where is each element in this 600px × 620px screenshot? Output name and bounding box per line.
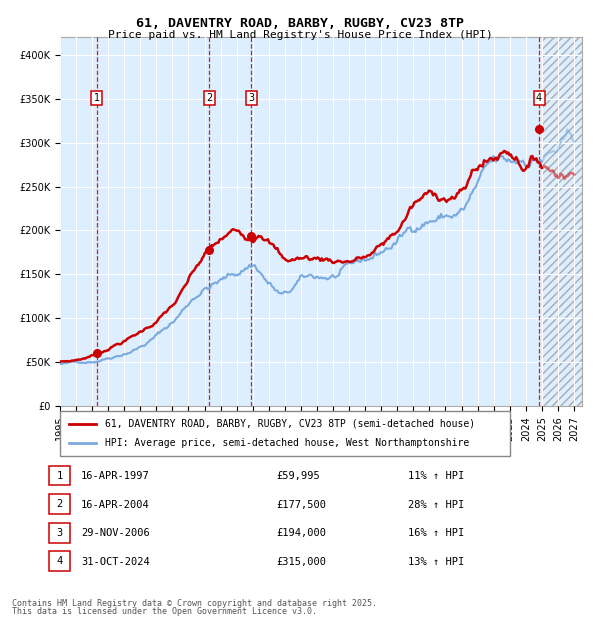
Text: 61, DAVENTRY ROAD, BARBY, RUGBY, CV23 8TP (semi-detached house): 61, DAVENTRY ROAD, BARBY, RUGBY, CV23 8T… [105,418,475,428]
Text: Contains HM Land Registry data © Crown copyright and database right 2025.: Contains HM Land Registry data © Crown c… [12,599,377,608]
Text: HPI: Average price, semi-detached house, West Northamptonshire: HPI: Average price, semi-detached house,… [105,438,469,448]
Text: 16-APR-1997: 16-APR-1997 [81,471,150,481]
Text: 4: 4 [536,93,542,103]
Text: £315,000: £315,000 [276,557,326,567]
Text: 61, DAVENTRY ROAD, BARBY, RUGBY, CV23 8TP: 61, DAVENTRY ROAD, BARBY, RUGBY, CV23 8T… [136,17,464,30]
Text: 13% ↑ HPI: 13% ↑ HPI [408,557,464,567]
Text: 1: 1 [56,471,62,480]
Text: 29-NOV-2006: 29-NOV-2006 [81,528,150,538]
Text: 16-APR-2004: 16-APR-2004 [81,500,150,510]
Text: 11% ↑ HPI: 11% ↑ HPI [408,471,464,481]
Text: 28% ↑ HPI: 28% ↑ HPI [408,500,464,510]
Text: 3: 3 [248,93,254,103]
Text: £177,500: £177,500 [276,500,326,510]
Bar [49,551,70,571]
Text: This data is licensed under the Open Government Licence v3.0.: This data is licensed under the Open Gov… [12,607,317,616]
Text: 2: 2 [206,93,212,103]
Text: 2: 2 [56,499,62,509]
Text: £59,995: £59,995 [276,471,320,481]
Bar [49,494,70,514]
Text: 1: 1 [94,93,100,103]
Text: 3: 3 [56,528,62,538]
Text: 31-OCT-2024: 31-OCT-2024 [81,557,150,567]
Bar [49,523,70,542]
Text: 4: 4 [56,556,62,566]
Text: £194,000: £194,000 [276,528,326,538]
Bar [542,37,582,406]
Text: 16% ↑ HPI: 16% ↑ HPI [408,528,464,538]
Text: Price paid vs. HM Land Registry's House Price Index (HPI): Price paid vs. HM Land Registry's House … [107,30,493,40]
Bar [49,466,70,485]
